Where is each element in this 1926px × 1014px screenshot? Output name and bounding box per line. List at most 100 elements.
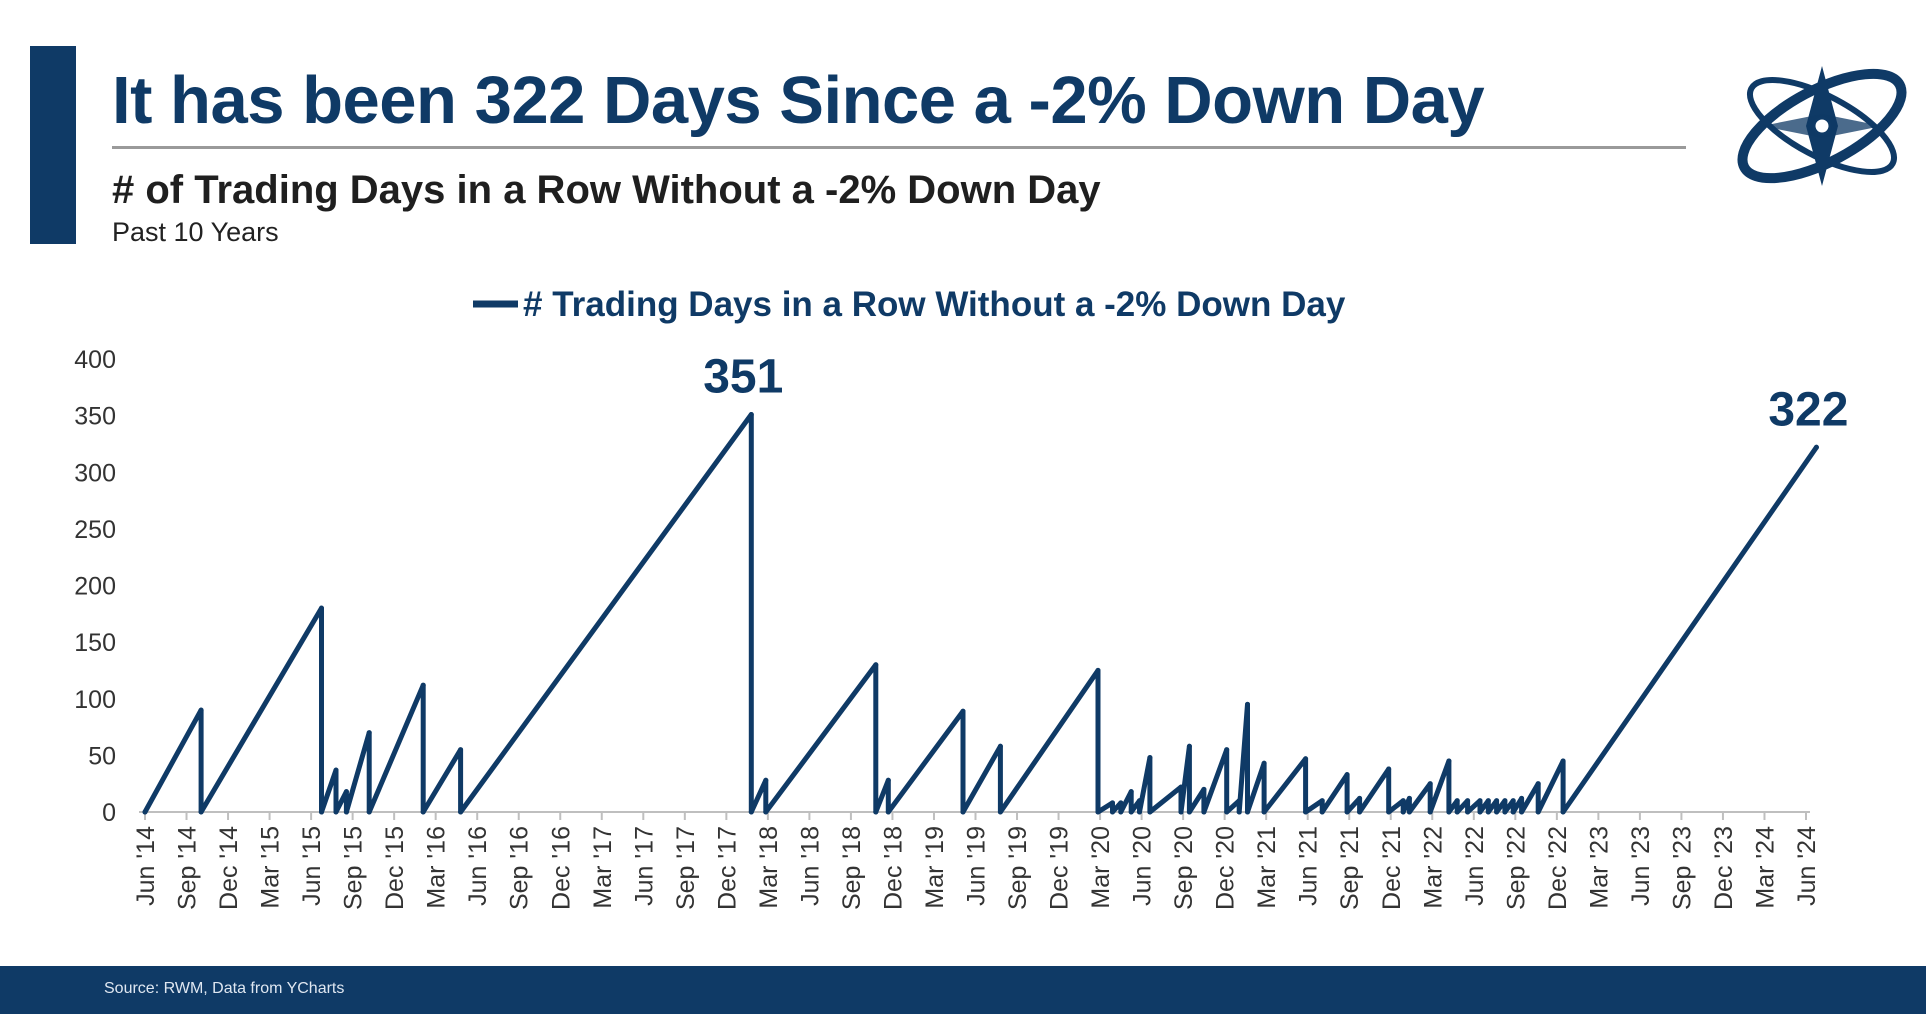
series-point xyxy=(1357,809,1363,815)
series-point xyxy=(319,809,324,815)
y-tick-label: 350 xyxy=(74,403,116,431)
x-tick-label: Dec '14 xyxy=(215,826,243,910)
y-tick-label: 100 xyxy=(74,686,116,714)
x-tick-label: Dec '15 xyxy=(381,826,409,910)
peak-annotation: 322 xyxy=(1768,383,1848,436)
series-point xyxy=(1224,747,1230,753)
chart-subtitle: # of Trading Days in a Row Without a -2%… xyxy=(112,168,1101,212)
series-point xyxy=(1519,795,1525,801)
series-point xyxy=(1446,758,1452,764)
x-tick-label: Jun '17 xyxy=(630,826,658,906)
y-tick-label: 400 xyxy=(74,346,116,374)
x-tick-label: Jun '24 xyxy=(1793,826,1821,906)
series-point xyxy=(1510,809,1516,815)
x-tick-label: Jun '19 xyxy=(963,826,991,906)
series-point xyxy=(1178,809,1184,815)
series-point xyxy=(1303,809,1309,815)
title-divider xyxy=(112,146,1686,149)
title-accent-bar xyxy=(30,46,76,244)
series-point xyxy=(1128,809,1134,815)
series-point xyxy=(1095,667,1101,673)
x-tick-label: Jun '21 xyxy=(1295,826,1323,906)
series-point xyxy=(885,777,891,783)
series-point xyxy=(1386,766,1392,772)
streak-line-chart: # Trading Days in a Row Without a -2% Do… xyxy=(74,285,1848,910)
x-tick-label: Sep '14 xyxy=(174,826,202,910)
series-point xyxy=(319,605,324,611)
series-point xyxy=(343,789,349,795)
series-point xyxy=(1224,809,1230,815)
series-point xyxy=(1303,756,1309,762)
series-point xyxy=(1245,701,1250,707)
series-point xyxy=(1147,809,1153,815)
series-point xyxy=(1236,809,1242,815)
series-point xyxy=(1344,809,1350,815)
series-point xyxy=(198,707,204,713)
series-point xyxy=(420,809,426,815)
x-tick-label: Dec '17 xyxy=(713,826,741,910)
series-point xyxy=(1535,809,1541,815)
series-point xyxy=(1357,795,1363,801)
x-tick-label: Mar '19 xyxy=(921,826,949,909)
x-tick-label: Sep '20 xyxy=(1170,826,1198,910)
page-title: It has been 322 Days Since a -2% Down Da… xyxy=(112,63,1485,138)
series-point xyxy=(1319,798,1325,804)
series-point xyxy=(1201,786,1207,792)
series-point xyxy=(1465,809,1471,815)
series-point xyxy=(333,767,339,773)
series-point xyxy=(1446,809,1452,815)
series-point xyxy=(1095,809,1101,815)
series-point xyxy=(997,809,1003,815)
x-tick-label: Dec '19 xyxy=(1046,826,1074,910)
series-point xyxy=(1560,809,1566,815)
series-point xyxy=(1502,798,1508,804)
x-tick-label: Jun '15 xyxy=(298,826,326,906)
x-tick-label: Mar '16 xyxy=(423,826,451,909)
series-point xyxy=(1128,789,1134,795)
x-tick-label: Sep '18 xyxy=(838,826,866,910)
y-tick-label: 300 xyxy=(74,459,116,487)
series-point xyxy=(1400,809,1406,815)
x-tick-label: Jun '18 xyxy=(796,826,824,906)
series-point xyxy=(1477,809,1483,815)
series-point xyxy=(198,809,204,815)
series-point xyxy=(1485,798,1491,804)
series-point xyxy=(1494,798,1500,804)
x-tick-label: Mar '15 xyxy=(257,826,285,909)
x-tick-label: Mar '24 xyxy=(1751,826,1779,909)
series-point xyxy=(1118,809,1124,815)
series-point xyxy=(1386,809,1392,815)
series-point xyxy=(366,730,372,736)
series-point xyxy=(343,809,349,815)
series-point xyxy=(458,809,464,815)
series-point xyxy=(763,809,769,815)
series-point xyxy=(997,743,1003,749)
source-note: Source: RWM, Data from YCharts xyxy=(104,980,345,997)
series-point xyxy=(1137,798,1142,804)
series-point xyxy=(763,777,769,783)
series-point xyxy=(1178,784,1184,790)
x-tick-label: Jun '22 xyxy=(1461,826,1489,906)
x-tick-label: Mar '17 xyxy=(589,826,617,909)
series-point xyxy=(1344,772,1350,778)
series-point xyxy=(1465,798,1471,804)
y-tick-label: 250 xyxy=(74,516,116,544)
series-line xyxy=(142,412,1819,815)
y-tick-label: 0 xyxy=(102,799,116,827)
series-point xyxy=(1319,809,1325,815)
series-point xyxy=(1535,781,1541,787)
peak-annotation: 351 xyxy=(703,350,783,403)
series-point xyxy=(873,662,879,668)
legend-label: # Trading Days in a Row Without a -2% Do… xyxy=(523,285,1346,324)
series-point xyxy=(366,809,372,815)
x-tick-label: Dec '20 xyxy=(1212,826,1240,910)
x-tick-label: Mar '23 xyxy=(1585,826,1613,909)
series-point xyxy=(1454,809,1460,815)
series-point xyxy=(1186,809,1192,815)
series-point xyxy=(1502,809,1508,815)
series-point xyxy=(1454,798,1460,804)
x-tick-label: Jun '14 xyxy=(132,826,160,906)
x-tick-label: Mar '21 xyxy=(1253,826,1281,909)
series-point xyxy=(420,682,426,688)
series-point xyxy=(1261,760,1267,766)
